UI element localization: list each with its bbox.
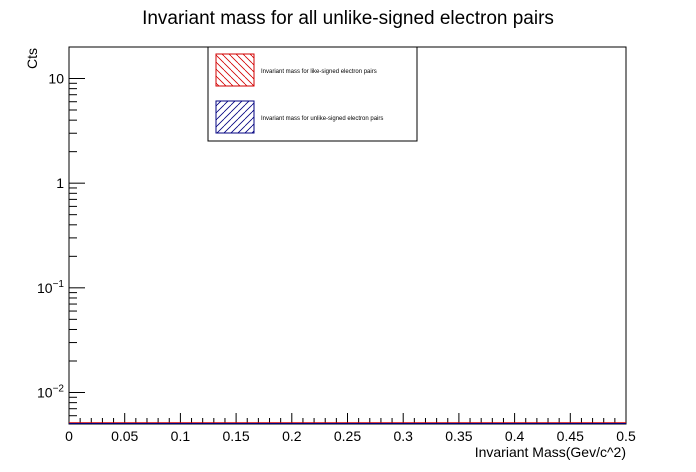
x-tick-label: 0.5 [616,428,636,444]
y-tick-label: 10 [48,71,64,87]
x-tick-label: 0.1 [171,428,191,444]
legend-label-unlike-signed: Invariant mass for unlike-signed electro… [261,116,383,122]
x-tick-label: 0.4 [505,428,525,444]
legend-label-like-signed: Invariant mass for like-signed electron … [261,69,377,75]
x-tick-label: 0.35 [445,428,472,444]
y-axis-label: Cts [24,48,40,69]
x-tick-label: 0.3 [393,428,413,444]
x-tick-label: 0.15 [222,428,249,444]
legend-swatch-like-signed [215,53,255,87]
x-tick-label: 0.45 [557,428,584,444]
x-tick-label: 0.2 [282,428,302,444]
series-layer [69,422,626,424]
x-axis-label: Invariant Mass(Gev/c^2) [475,444,626,460]
x-tick-label: 0.25 [334,428,361,444]
legend: Invariant mass for like-signed electron … [207,46,418,142]
legend-entry-unlike-signed: Invariant mass for unlike-signed electro… [215,100,383,134]
legend-swatch-unlike-signed [215,100,255,134]
y-tick-label: 1 [56,175,64,191]
x-axis: 0 0.05 0.1 0.15 0.2 0.25 0.3 0.35 0.4 0.45 0.5 [65,413,636,444]
chart-title: Invariant mass for all unlike-signed ele… [142,8,554,29]
x-tick-label: 0.05 [111,428,138,444]
y-tick-label: 10−1 [37,279,64,296]
y-axis: 10−2 10−1 1 10 [37,46,85,425]
y-tick-label: 10−2 [37,383,64,400]
legend-entry-like-signed: Invariant mass for like-signed electron … [215,53,377,87]
x-tick-label: 0 [65,428,73,444]
